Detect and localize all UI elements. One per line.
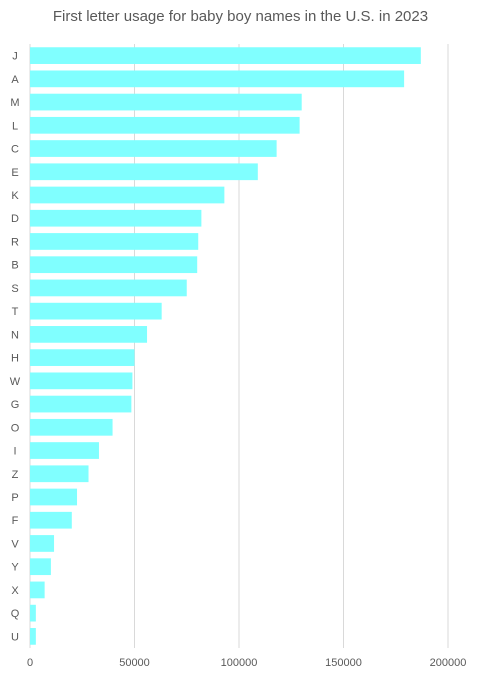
category-label-N: N bbox=[11, 329, 19, 341]
bar-A bbox=[30, 70, 405, 88]
x-tick-label: 150000 bbox=[325, 657, 362, 669]
gridlines bbox=[29, 44, 449, 648]
bar-Q bbox=[30, 604, 36, 622]
category-label-K: K bbox=[11, 190, 19, 202]
bar-V bbox=[30, 535, 55, 552]
category-label-P: P bbox=[11, 492, 18, 504]
bar-R bbox=[30, 233, 199, 250]
bar-P bbox=[30, 488, 78, 506]
bar-E bbox=[30, 163, 258, 181]
bar-X bbox=[30, 581, 45, 599]
bar-U bbox=[30, 628, 36, 645]
category-label-S: S bbox=[11, 283, 18, 295]
category-label-B: B bbox=[11, 260, 18, 272]
bar-B bbox=[30, 256, 198, 274]
category-label-T: T bbox=[12, 306, 19, 318]
category-label-A: A bbox=[11, 74, 19, 86]
bar-Y bbox=[30, 558, 51, 576]
category-label-Y: Y bbox=[11, 562, 19, 574]
category-label-U: U bbox=[11, 631, 19, 643]
x-tick-label: 200000 bbox=[430, 657, 467, 669]
bar-S bbox=[30, 279, 187, 297]
bar-F bbox=[30, 511, 72, 529]
bar-N bbox=[30, 326, 148, 343]
category-label-D: D bbox=[11, 213, 19, 225]
bar-T bbox=[30, 302, 162, 320]
bar-Z bbox=[30, 465, 89, 483]
bar-H bbox=[30, 349, 135, 366]
category-label-M: M bbox=[10, 97, 19, 109]
bars bbox=[30, 47, 421, 645]
bar-G bbox=[30, 395, 132, 413]
bar-K bbox=[30, 186, 225, 204]
bar-J bbox=[30, 47, 421, 64]
category-label-F: F bbox=[12, 515, 19, 527]
category-label-E: E bbox=[11, 167, 18, 179]
category-label-Q: Q bbox=[11, 608, 20, 620]
category-label-J: J bbox=[12, 51, 18, 63]
category-label-R: R bbox=[11, 236, 19, 248]
category-label-C: C bbox=[11, 144, 19, 156]
bar-D bbox=[30, 209, 202, 227]
category-label-W: W bbox=[10, 376, 21, 388]
bar-I bbox=[30, 442, 99, 459]
bar-C bbox=[30, 140, 277, 157]
category-label-L: L bbox=[12, 120, 18, 132]
category-label-I: I bbox=[13, 446, 16, 458]
category-label-G: G bbox=[11, 399, 20, 411]
category-label-V: V bbox=[11, 538, 19, 550]
bar-W bbox=[30, 372, 133, 390]
x-tick-label: 0 bbox=[27, 657, 33, 669]
category-label-O: O bbox=[11, 422, 20, 434]
bar-O bbox=[30, 418, 113, 436]
bar-M bbox=[30, 93, 302, 111]
category-label-Z: Z bbox=[12, 469, 19, 481]
bar-L bbox=[30, 116, 300, 134]
x-tick-label: 100000 bbox=[221, 657, 258, 669]
x-tick-label: 50000 bbox=[119, 657, 150, 669]
chart-title: First letter usage for baby boy names in… bbox=[52, 8, 429, 25]
category-label-X: X bbox=[11, 585, 19, 597]
x-tick-labels: 0 50000 100000 150000 200000 bbox=[27, 657, 466, 669]
category-label-H: H bbox=[11, 353, 19, 365]
